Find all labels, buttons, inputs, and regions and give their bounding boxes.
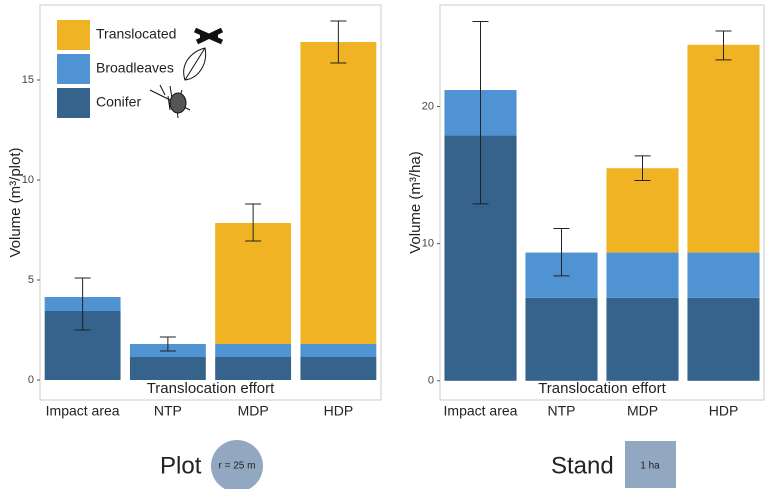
- bar-segment: [130, 357, 206, 380]
- y-tick-label: 20: [422, 100, 434, 112]
- bar-segment: [687, 253, 759, 298]
- shape-label: r = 25 m: [219, 461, 256, 472]
- y-tick-label: 0: [428, 375, 434, 387]
- bar-segment: [300, 344, 376, 357]
- y-tick-label: 10: [22, 174, 34, 186]
- bar-segment: [606, 253, 678, 298]
- shape-label: 1 ha: [640, 461, 660, 472]
- figure: Plot r = 25 m Stand 1 ha Volume (m³/plot…: [0, 0, 766, 489]
- y-tick-label: 15: [22, 74, 34, 86]
- bar-segment: [606, 298, 678, 381]
- bar-segment: [215, 357, 291, 380]
- y-tick-label: 10: [422, 238, 434, 250]
- x-tick-label: MDP: [238, 403, 269, 419]
- legend-swatch: [57, 54, 90, 84]
- y-axis-title: Volume (m³/plot): [7, 147, 24, 257]
- x-tick-label: Impact area: [444, 403, 518, 419]
- bar-segment: [687, 298, 759, 381]
- x-tick-label: HDP: [324, 403, 354, 419]
- x-tick-label: NTP: [154, 403, 182, 419]
- legend-swatch: [57, 20, 90, 50]
- bar-segment: [300, 357, 376, 380]
- x-axis-title: Translocation effort: [147, 380, 275, 397]
- x-tick-label: HDP: [709, 403, 739, 419]
- x-tick-label: NTP: [548, 403, 576, 419]
- bar-segment: [525, 298, 597, 381]
- x-tick-label: MDP: [627, 403, 658, 419]
- legend-label: Broadleaves: [96, 60, 174, 76]
- caption: Stand: [551, 452, 614, 479]
- legend-swatch: [57, 88, 90, 118]
- bar-segment: [687, 45, 759, 253]
- caption: Plot: [160, 452, 202, 479]
- legend-label: Translocated: [96, 26, 176, 42]
- bar-segment: [215, 344, 291, 357]
- x-axis-title: Translocation effort: [538, 380, 666, 397]
- bar-segment: [300, 42, 376, 344]
- x-tick-label: Impact area: [46, 403, 120, 419]
- y-tick-label: 5: [28, 274, 34, 286]
- legend-label: Conifer: [96, 94, 141, 110]
- y-tick-label: 0: [28, 374, 34, 386]
